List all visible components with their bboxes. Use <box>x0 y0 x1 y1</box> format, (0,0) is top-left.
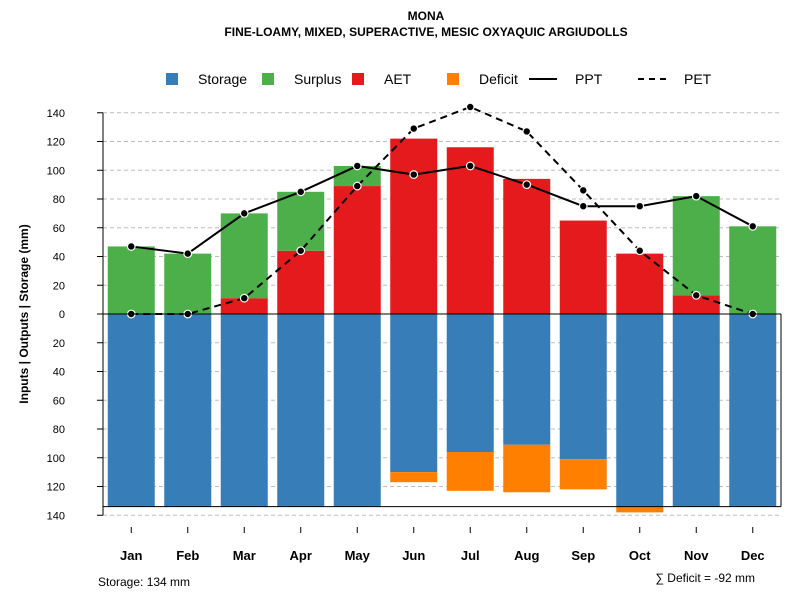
y-tick-label: 80 <box>53 424 65 436</box>
storage-bar <box>107 314 155 507</box>
y-tick-label: 140 <box>47 108 65 120</box>
legend-label-pet: PET <box>684 71 712 87</box>
y-tick-label: 60 <box>53 223 65 235</box>
deficit-bar <box>559 459 607 490</box>
legend-swatch-storage <box>166 73 178 85</box>
storage-bar <box>277 314 325 507</box>
legend-swatch-aet <box>352 73 364 85</box>
pet-point <box>409 124 419 133</box>
deficit-bar <box>390 472 438 483</box>
ppt-point <box>635 201 645 211</box>
aet-bar <box>390 138 438 314</box>
x-tick-label: Mar <box>233 548 256 563</box>
x-tick-label: Dec <box>741 548 765 563</box>
legend-swatch-deficit <box>447 73 459 85</box>
storage-note: Storage: 134 mm <box>98 575 190 589</box>
gridlines <box>103 112 781 516</box>
surplus-bar <box>729 226 777 314</box>
storage-bar <box>503 314 551 445</box>
x-tick-label: Apr <box>290 548 312 563</box>
x-tick-label: Aug <box>514 548 539 563</box>
chart-title: MONA <box>408 9 445 23</box>
y-tick-label: 80 <box>53 194 65 206</box>
bars <box>107 138 777 513</box>
x-tick-label: Nov <box>684 548 709 563</box>
pet-point <box>352 181 362 191</box>
chart-subtitle: FINE-LOAMY, MIXED, SUPERACTIVE, MESIC OX… <box>224 25 627 39</box>
legend-label-surplus: Surplus <box>294 71 341 87</box>
pet-point <box>239 293 249 303</box>
x-tick-label: Jul <box>461 548 480 563</box>
deficit-bar <box>503 444 551 493</box>
surplus-bar <box>107 246 155 314</box>
x-tick-label: Feb <box>176 548 199 563</box>
storage-bar <box>446 314 494 452</box>
storage-bar <box>333 314 381 507</box>
storage-bar <box>390 314 438 473</box>
y-axis-label: Inputs | Outputs | Storage (mm) <box>17 224 31 403</box>
y-tick-label: 120 <box>47 482 65 494</box>
ppt-line <box>131 164 754 255</box>
deficit-bar <box>616 506 664 513</box>
ppt-point <box>465 161 475 171</box>
surplus-bar <box>672 196 720 296</box>
deficit-sum: ∑ Deficit = -92 mm <box>655 571 755 585</box>
x-tick-label: Oct <box>629 548 651 563</box>
legend: Storage Surplus AET Deficit PPT PET <box>166 71 712 87</box>
storage-bar <box>672 314 720 507</box>
ppt-point <box>352 161 362 171</box>
storage-bar <box>220 314 268 507</box>
x-tick-label: May <box>345 548 371 563</box>
y-tick-label: 20 <box>53 338 65 350</box>
y-tick-label: 100 <box>47 165 65 177</box>
pet-point <box>296 246 306 256</box>
legend-swatch-surplus <box>262 73 274 85</box>
deficit-bar <box>446 452 494 491</box>
aet-bar <box>559 220 607 314</box>
axes: 140 120 100 80 60 40 20 0 20 40 60 80 100 120 140 Jan Fe… <box>47 108 782 563</box>
y-tick-label: 20 <box>53 280 65 292</box>
storage-bar <box>559 314 607 460</box>
storage-bar <box>616 314 664 507</box>
ppt-point <box>578 201 588 211</box>
legend-label-ppt: PPT <box>575 71 603 87</box>
pet-point <box>635 246 645 256</box>
ppt-point <box>522 180 532 190</box>
ppt-point <box>183 249 193 259</box>
pet-point <box>578 185 588 195</box>
y-tick-label: 100 <box>47 453 65 465</box>
pet-point <box>691 290 701 300</box>
storage-bar <box>729 314 777 507</box>
x-tick-label: Jun <box>402 548 425 563</box>
aet-bar <box>503 178 551 314</box>
x-tick-label: Sep <box>571 548 595 563</box>
ppt-point <box>691 191 701 201</box>
y-tick-label: 120 <box>47 137 65 149</box>
ppt-point <box>409 170 419 179</box>
aet-bar <box>446 147 494 314</box>
y-tick-label: 40 <box>53 367 65 379</box>
y-tick-label: 0 <box>59 309 65 321</box>
aet-bar <box>333 186 381 314</box>
y-tick-label: 140 <box>47 510 65 522</box>
ppt-point <box>239 208 249 218</box>
ppt-point <box>296 187 306 197</box>
legend-label-storage: Storage <box>198 71 247 87</box>
legend-label-aet: AET <box>384 71 412 87</box>
pet-line <box>131 105 754 315</box>
y-tick-label: 60 <box>53 395 65 407</box>
surplus-bar <box>277 191 325 251</box>
legend-label-deficit: Deficit <box>479 71 518 87</box>
aet-bar <box>277 250 325 314</box>
surplus-bar <box>164 253 212 314</box>
pet-point <box>465 102 475 112</box>
x-tick-label: Jan <box>120 548 142 563</box>
storage-bar <box>164 314 212 507</box>
ppt-point <box>126 242 136 251</box>
ppt-point <box>748 221 758 231</box>
y-tick-label: 40 <box>53 252 65 264</box>
pet-point <box>522 127 532 136</box>
